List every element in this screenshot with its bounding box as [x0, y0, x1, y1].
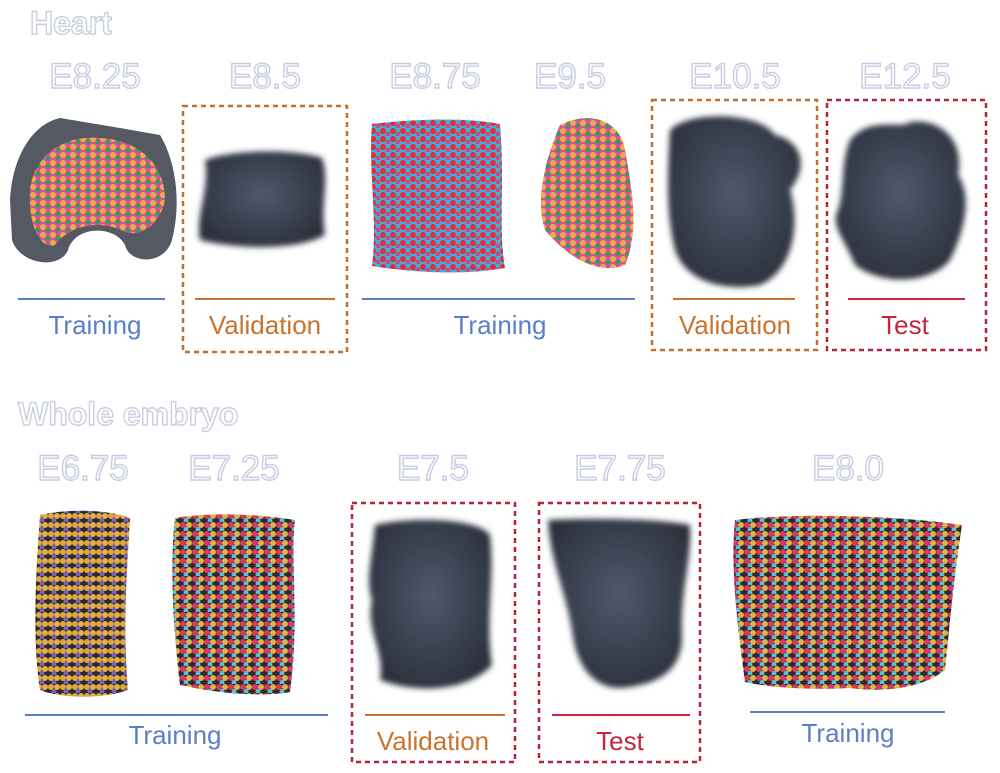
- group-label: Validation: [377, 726, 489, 756]
- stage-label: E8.5: [229, 57, 301, 96]
- stage-label: E6.75: [37, 449, 128, 488]
- stage-label: E8.25: [49, 57, 140, 96]
- heart-masked: [198, 151, 326, 247]
- stage-label: E8.75: [389, 57, 480, 96]
- heart-masked: [667, 116, 801, 287]
- stage-label: E7.5: [397, 449, 469, 488]
- heart-masked: [835, 121, 966, 280]
- stage-label: E10.5: [689, 57, 780, 96]
- group-box: [350, 501, 517, 764]
- group-label: Validation: [679, 310, 791, 340]
- stage-label: E9.5: [534, 57, 606, 96]
- group-label: Test: [881, 310, 929, 340]
- stage-label: E7.75: [574, 449, 665, 488]
- stage-label: E8.0: [812, 449, 884, 488]
- embryo-sample: [733, 515, 962, 690]
- heart-sample: [540, 118, 634, 269]
- section-title: Heart: [30, 5, 112, 41]
- stage-label: E12.5: [859, 57, 950, 96]
- group-label: Test: [596, 726, 644, 756]
- group-box: [650, 98, 819, 352]
- group-label: Training: [129, 720, 222, 750]
- embryo-masked: [368, 519, 492, 689]
- group-box: [825, 98, 988, 352]
- group-label: Training: [49, 310, 142, 340]
- group-label: Validation: [209, 310, 321, 340]
- heart-cells: [29, 137, 166, 246]
- group-label: Training: [802, 718, 895, 748]
- group-box: [181, 104, 349, 354]
- group-label: Training: [454, 310, 547, 340]
- embryo-masked: [548, 518, 691, 688]
- section-title: Whole embryo: [18, 396, 238, 432]
- embryo-sample: [172, 514, 295, 695]
- stage-label: E7.25: [188, 449, 279, 488]
- embryo-sample: [35, 510, 131, 697]
- group-box: [537, 501, 702, 764]
- heart-sample: [371, 119, 505, 273]
